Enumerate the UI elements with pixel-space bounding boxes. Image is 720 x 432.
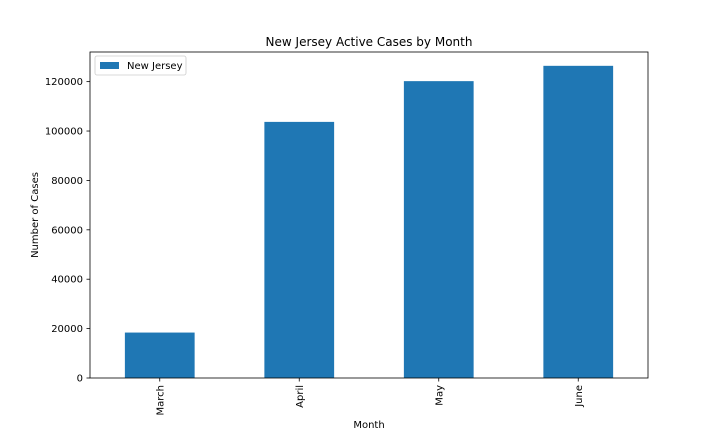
- x-axis-ticks: March April May June: [155, 378, 585, 415]
- x-axis-label: Month: [353, 420, 384, 431]
- legend-swatch: [100, 62, 119, 69]
- bars-layer: [124, 65, 614, 378]
- bar-march: [124, 332, 195, 378]
- x-tick-label-march: March: [155, 385, 166, 415]
- y-tick-label: 100000: [45, 127, 83, 138]
- chart-title: New Jersey Active Cases by Month: [266, 35, 473, 49]
- y-tick-label: 80000: [51, 176, 83, 187]
- y-axis-label: Number of Cases: [30, 172, 41, 258]
- x-tick-label-june: June: [574, 385, 585, 408]
- bar-june: [543, 65, 614, 378]
- y-tick-label: 0: [77, 374, 83, 385]
- y-axis-ticks: 0 20000 40000 60000 80000 100000 120000: [45, 77, 90, 385]
- x-tick-label-may: May: [434, 385, 445, 406]
- y-tick-label: 60000: [51, 225, 83, 236]
- legend-box: [94, 55, 187, 76]
- y-tick-label: 20000: [51, 324, 83, 335]
- bar-april: [264, 121, 335, 378]
- y-tick-label: 120000: [45, 77, 83, 88]
- y-tick-label: 40000: [51, 275, 83, 286]
- legend: New Jersey: [94, 55, 187, 76]
- bar-may: [403, 81, 474, 378]
- plot-frame: [89, 51, 649, 379]
- x-tick-label-april: April: [295, 385, 306, 408]
- legend-label: New Jersey: [127, 61, 183, 72]
